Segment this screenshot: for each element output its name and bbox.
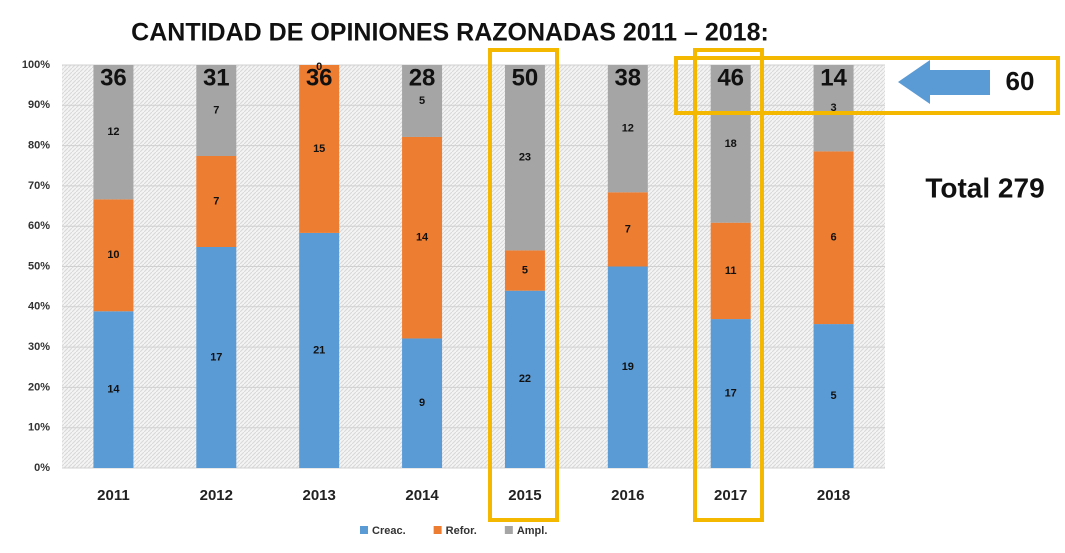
- bar-segment: [504, 250, 545, 291]
- bar-segment: [402, 338, 443, 468]
- bar-segment: [710, 65, 751, 223]
- data-label: 7: [213, 104, 219, 116]
- x-tick-label: 2013: [303, 487, 336, 504]
- data-label: 17: [210, 351, 222, 363]
- x-tick-label: 2011: [97, 487, 130, 504]
- legend-label: Ampl.: [517, 525, 548, 537]
- x-tick-label: 2016: [611, 487, 644, 504]
- data-label: 3: [831, 102, 837, 114]
- data-label: 19: [622, 361, 634, 373]
- annotation: Total 279: [925, 172, 1044, 203]
- legend-label: Creac.: [372, 525, 406, 537]
- x-tick-label: 2012: [200, 487, 233, 504]
- data-label: 23: [519, 152, 531, 164]
- bar-segment: [504, 65, 545, 251]
- bar-segment: [607, 65, 648, 193]
- highlight-box: [488, 48, 559, 522]
- y-tick-label: 0%: [34, 462, 50, 474]
- data-label: 18: [725, 138, 737, 150]
- y-tick-label: 10%: [28, 422, 50, 434]
- bar-segment: [93, 311, 134, 468]
- total-label: 38: [614, 64, 641, 91]
- legend-swatch: [504, 526, 513, 534]
- x-tick-label: 2017: [714, 487, 747, 504]
- bar-segment: [710, 319, 751, 468]
- y-tick-label: 30%: [28, 341, 50, 353]
- y-tick-label: 80%: [28, 140, 50, 152]
- legend-swatch: [360, 526, 368, 534]
- data-label: 17: [725, 387, 737, 399]
- y-tick-label: 60%: [28, 220, 50, 232]
- x-tick-label: 2014: [405, 487, 439, 504]
- data-label: 9: [419, 397, 425, 409]
- x-tick-label: 2018: [817, 487, 850, 504]
- total-label: 31: [203, 64, 230, 91]
- total-label: 46: [717, 64, 744, 91]
- bar-segment: [402, 65, 443, 137]
- data-label: 14: [107, 384, 120, 396]
- total-label: 50: [512, 64, 539, 91]
- data-label: 11: [725, 265, 737, 277]
- total-label: 36: [306, 64, 333, 91]
- bar-segment: [196, 247, 237, 468]
- y-tick-label: 100%: [22, 59, 50, 71]
- y-tick-label: 20%: [28, 381, 50, 393]
- data-label: 21: [313, 344, 325, 356]
- legend-label: Refor.: [446, 525, 477, 537]
- data-label: 0: [316, 61, 322, 73]
- y-tick-label: 70%: [28, 180, 50, 192]
- total-label: 36: [100, 64, 127, 91]
- x-tick-label: 2015: [508, 487, 541, 504]
- bar-segment: [196, 65, 237, 156]
- highlight-box: [674, 56, 1060, 115]
- annotation: 60: [1006, 66, 1035, 96]
- bar-segment: [196, 156, 237, 247]
- legend-swatch: [433, 526, 442, 534]
- bar-segment: [504, 290, 545, 468]
- bar-segment: [710, 222, 751, 320]
- total-label: 28: [409, 64, 436, 91]
- bar-segment: [299, 232, 340, 468]
- y-tick-label: 50%: [28, 260, 50, 272]
- data-label: 10: [107, 249, 119, 261]
- plot: 0% 10% 20% 30% 40% 50% 60% 70% 80% 90% 100% 2011 14 1…: [22, 59, 885, 537]
- y-tick-label: 90%: [28, 99, 50, 111]
- arrow: [898, 60, 990, 104]
- data-label: 12: [107, 126, 119, 138]
- bar-segment: [93, 65, 134, 200]
- data-label: 5: [419, 95, 425, 107]
- data-label: 5: [831, 390, 837, 402]
- bar-segment: [93, 199, 134, 312]
- bar-segment: [402, 136, 443, 339]
- data-label: 22: [519, 373, 531, 385]
- data-label: 7: [625, 223, 631, 235]
- data-label: 15: [313, 143, 325, 155]
- bar-segment: [607, 266, 648, 468]
- bar-segment: [813, 324, 854, 468]
- bar-segment: [607, 192, 648, 267]
- data-label: 7: [213, 195, 219, 207]
- data-label: 5: [522, 264, 528, 276]
- chart-title: CANTIDAD DE OPINIONES RAZONADAS 2011 – 2…: [131, 19, 769, 47]
- data-label: 12: [622, 123, 634, 135]
- highlight-box: [693, 48, 764, 522]
- bar-segment: [813, 65, 854, 152]
- bar-segment: [299, 65, 340, 233]
- y-tick-label: 40%: [28, 301, 50, 313]
- total-label: 14: [820, 64, 847, 91]
- data-label: 6: [831, 232, 837, 244]
- data-label: 14: [416, 232, 429, 244]
- bar-segment: [813, 151, 854, 325]
